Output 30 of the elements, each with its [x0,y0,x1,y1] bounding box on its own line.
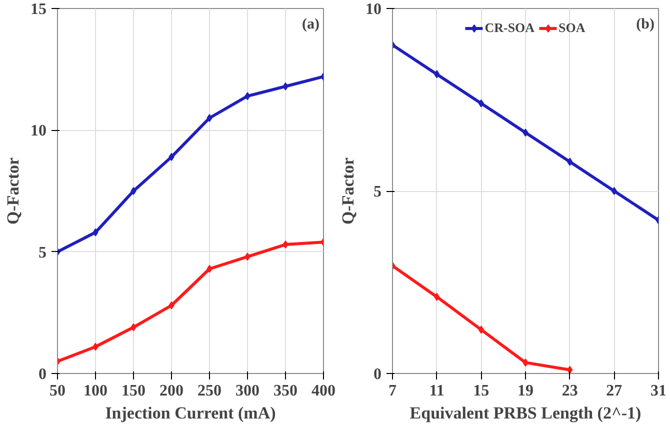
x-tick-label: 350 [274,382,298,400]
annotation: (a) [302,16,320,32]
x-axis-title: Injection Current (mA) [105,404,276,422]
x-tick-label: 250 [198,382,222,400]
x-tick-label: 200 [160,382,184,400]
y-tick-label: 5 [38,244,46,262]
y-axis-title: Q-Factor [338,157,358,225]
x-tick-label: 31 [650,382,666,400]
x-tick-label: 11 [429,382,444,400]
y-tick-label: 0 [38,366,46,383]
y-tick-label: 10 [366,1,382,18]
x-tick-label: 27 [606,382,622,400]
x-tick-label: 150 [122,382,146,400]
x-tick-label: 300 [236,382,260,400]
y-tick-label: 0 [374,366,382,383]
y-tick-label: 5 [374,184,382,200]
y-axis-title: Q-Factor [4,157,22,225]
x-tick-label: 100 [84,382,108,400]
annotation: (b) [636,16,655,32]
legend-label: CR-SOA [484,20,535,36]
x-tick-label: 23 [562,382,578,400]
x-tick-label: 7 [388,382,396,400]
x-tick-label: 50 [50,382,66,400]
legend-label: SOA [558,20,586,36]
x-tick-label: 19 [518,382,534,400]
y-tick-label: 15 [30,1,46,18]
y-tick-label: 10 [30,122,46,140]
x-axis-title: Equivalent PRBS Length (2^-1) [410,404,642,422]
x-tick-label: 15 [473,382,490,400]
x-tick-label: 400 [312,382,336,400]
